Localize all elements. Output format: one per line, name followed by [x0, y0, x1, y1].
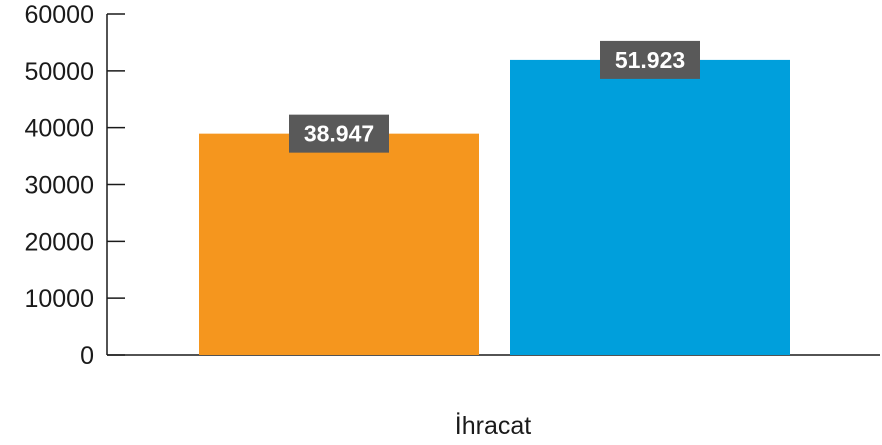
y-tick-label: 10000 — [24, 285, 94, 313]
y-tick-label: 50000 — [24, 58, 94, 86]
y-tick-label: 40000 — [24, 115, 94, 143]
bar — [199, 133, 479, 355]
x-category-label: İhracat — [455, 411, 531, 440]
bars — [199, 59, 790, 355]
data-label-box — [600, 40, 700, 79]
y-tick-label: 60000 — [24, 1, 94, 29]
y-tick-label: 0 — [80, 342, 94, 370]
data-label: 51.923 — [615, 47, 685, 73]
data-label-box — [289, 114, 389, 153]
data-label: 38.947 — [304, 121, 374, 147]
axes: 0 10000 20000 30000 40000 50000 60000 İhracat — [24, 1, 880, 440]
bar — [510, 59, 790, 355]
y-tick-label: 20000 — [24, 228, 94, 256]
y-tick-label: 30000 — [24, 172, 94, 200]
data-labels: 38.947 51.923 — [289, 40, 700, 153]
